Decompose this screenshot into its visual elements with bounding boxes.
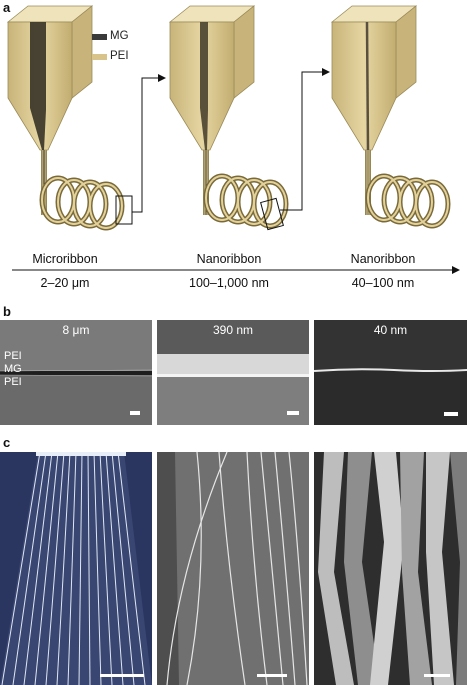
sem-title-8um: 8 μm <box>62 323 90 337</box>
pei-swatch <box>92 54 107 60</box>
stage-3-size: 40–100 nm <box>351 276 415 290</box>
panel-c-label: c <box>3 435 11 450</box>
stage-2-size: 100–1,000 nm <box>189 276 269 290</box>
drawing-process-schematic <box>6 5 460 274</box>
preform-3 <box>330 5 451 229</box>
panel-b-label: b <box>3 304 11 319</box>
panel-a-label: a <box>3 0 11 15</box>
layer-mg: MG <box>4 363 22 375</box>
sem-image-390nm: 390 nm <box>157 320 309 425</box>
legend-mg-label: MG <box>110 30 129 42</box>
sem-title-390nm: 390 nm <box>212 323 254 337</box>
layer-pei-bottom: PEI <box>4 376 22 388</box>
stage-1-name: Microribbon <box>32 252 98 266</box>
sem-title-40nm: 40 nm <box>373 323 408 337</box>
layer-pei-top: PEI <box>4 350 22 362</box>
scale-bar <box>100 674 144 677</box>
photo-ribbon-array <box>0 452 152 685</box>
sem-image-8um: 8 μm PEI MG PEI <box>0 320 152 425</box>
scale-bar <box>424 674 450 677</box>
stage-2-name: Nanoribbon <box>196 252 262 266</box>
sem-ribbons-twisted <box>314 452 467 685</box>
preform-2 <box>168 5 289 231</box>
mg-swatch <box>92 34 107 40</box>
redraw-arrows <box>132 71 322 213</box>
sem-image-40nm: 40 nm <box>314 320 467 425</box>
scale-bar <box>130 411 140 415</box>
legend-pei-label: PEI <box>110 50 129 62</box>
stage-1-size: 2–20 μm <box>40 276 90 290</box>
scale-bar <box>287 411 299 415</box>
stage-3-name: Nanoribbon <box>350 252 416 266</box>
sem-ribbons-aligned <box>157 452 309 685</box>
scale-bar <box>444 412 458 416</box>
preform-1 <box>6 5 133 231</box>
scale-bar <box>257 674 287 677</box>
